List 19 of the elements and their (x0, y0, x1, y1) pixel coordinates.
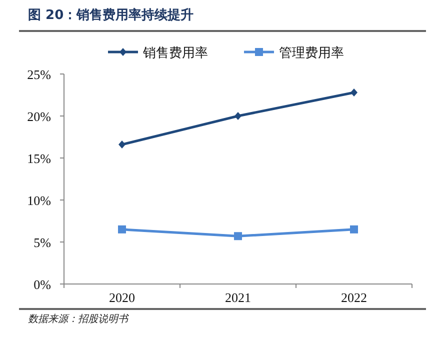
chart-title: 图 20：销售费用率持续提升 (28, 7, 194, 23)
y-tick-label: 5% (34, 235, 52, 250)
point (118, 225, 126, 234)
y-tick-label: 0% (34, 277, 52, 292)
y-tick-label: 20% (27, 109, 52, 124)
point (118, 140, 126, 149)
y-tick-label: 15% (27, 151, 52, 166)
x-tick-label: 2021 (225, 290, 251, 305)
y-tick-label: 25% (27, 67, 52, 82)
point (234, 112, 242, 120)
legend-label: 管理费用率 (279, 45, 344, 61)
y-tick-label: 10% (27, 193, 52, 208)
legend-label: 销售费用率 (142, 45, 208, 61)
x-tick-label: 2020 (109, 290, 135, 305)
source-note: 数据来源：招股说明书 (28, 313, 129, 325)
x-tick-label: 2022 (341, 290, 367, 305)
point (234, 232, 242, 240)
point (350, 225, 358, 234)
point (350, 88, 358, 96)
